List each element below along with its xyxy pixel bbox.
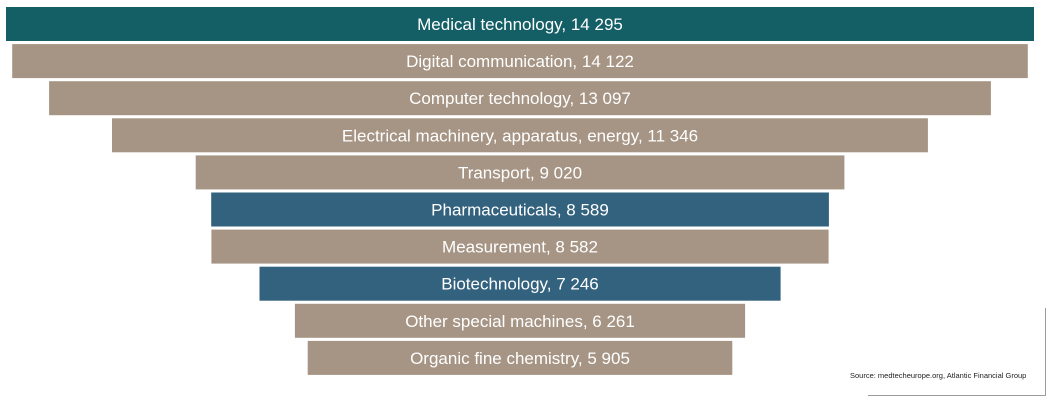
- bar-label: Organic fine chemistry, 5 905: [410, 349, 630, 368]
- bar-label: Medical technology, 14 295: [417, 15, 623, 34]
- bar-label: Measurement, 8 582: [442, 238, 598, 257]
- funnel-bar: [12, 44, 1028, 79]
- bar-label: Biotechnology, 7 246: [441, 275, 599, 294]
- funnel-bar: [307, 340, 733, 375]
- bar-label: Computer technology, 13 097: [409, 89, 631, 108]
- funnel-bar: [294, 303, 746, 338]
- bar-label: Transport, 9 020: [458, 163, 582, 182]
- funnel-bar: [49, 81, 991, 116]
- source-frame: [868, 308, 1046, 396]
- funnel-bar: [195, 155, 845, 190]
- funnel-bar: [211, 192, 829, 227]
- bar-label: Pharmaceuticals, 8 589: [431, 201, 609, 220]
- bar-label: Digital communication, 14 122: [406, 52, 634, 71]
- source-note: Source: medtecheurope.org, Atlantic Fina…: [850, 371, 1027, 380]
- funnel-bar: [112, 118, 928, 153]
- funnel-bar: [6, 7, 1034, 41]
- funnel-bar: [211, 229, 829, 264]
- funnel-bar: [259, 266, 781, 301]
- bar-label: Electrical machinery, apparatus, energy,…: [342, 126, 698, 145]
- bar-label: Other special machines, 6 261: [405, 312, 635, 331]
